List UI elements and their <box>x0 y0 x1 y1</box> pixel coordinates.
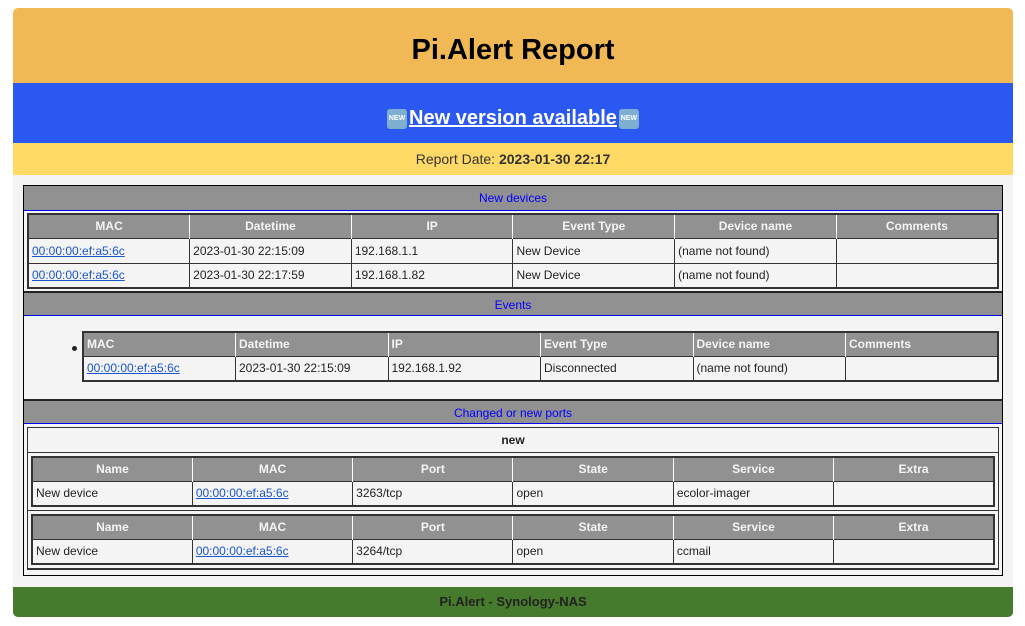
section-ports-title: Changed or new ports <box>24 399 1002 424</box>
table-cell: New Device <box>512 262 676 288</box>
table-cell: ccmail <box>673 538 835 564</box>
report: Pi.Alert Report NEW New version available… <box>13 8 1013 617</box>
page-title: Pi.Alert Report <box>13 8 1013 83</box>
column-header: Datetime <box>189 214 352 238</box>
section-events-title: Events <box>24 291 1002 316</box>
table-cell: ecolor-imager <box>673 480 835 506</box>
table-cell <box>836 237 999 263</box>
table-cell: (name not found) <box>674 262 837 288</box>
mac-cell: 00:00:00:ef:a5:6c <box>192 538 354 564</box>
column-header: Extra <box>833 457 995 481</box>
table-cell: 3263/tcp <box>352 480 514 506</box>
events-table: MAC Datetime IP Event Type Device name Commen… <box>82 331 999 382</box>
mac-link[interactable]: 00:00:00:ef:a5:6c <box>87 361 180 376</box>
table-cell <box>836 262 999 288</box>
table-cell: open <box>512 480 674 506</box>
report-date-value: 2023-01-30 22:17 <box>498 151 611 167</box>
table-cell: New device <box>32 538 193 564</box>
new-devices-table: MAC Datetime IP Event Type Device name Commen… <box>27 213 999 289</box>
column-header: MAC <box>192 457 354 481</box>
table-row: 00:00:00:ef:a5:6c 2023-01-30 22:15:09 192.… <box>83 355 999 381</box>
table-cell: 192.168.1.82 <box>351 262 514 288</box>
new-badge-icon: NEW <box>387 108 408 129</box>
list-bullet <box>72 346 77 351</box>
column-header: Name <box>32 457 193 481</box>
table-header-row: MAC Datetime IP Event Type Device name Commen… <box>28 214 999 238</box>
mac-cell: 00:00:00:ef:a5:6c <box>83 355 236 381</box>
table-row: 00:00:00:ef:a5:6c 2023-01-30 22:15:09 192.… <box>28 237 999 263</box>
column-header: Comments <box>845 332 999 356</box>
column-header: Event Type <box>540 332 694 356</box>
column-header: Comments <box>836 214 999 238</box>
table-cell: Disconnected <box>540 355 694 381</box>
column-header: Service <box>673 457 835 481</box>
column-header: Datetime <box>235 332 389 356</box>
table-cell: open <box>512 538 674 564</box>
column-header: Port <box>352 457 514 481</box>
table-cell: 2023-01-30 22:15:09 <box>189 237 352 263</box>
report-date: Report Date: 2023-01-30 22:17 <box>13 143 1013 175</box>
footer: Pi.Alert - Synology-NAS <box>13 587 1013 617</box>
table-row: 00:00:00:ef:a5:6c 2023-01-30 22:17:59 192.… <box>28 262 999 288</box>
table-cell: (name not found) <box>674 237 837 263</box>
table-header-row: Name MAC Port State Service Extra <box>32 457 995 481</box>
table-header-row: Name MAC Port State Service Extra <box>32 515 995 539</box>
column-header: Event Type <box>512 214 676 238</box>
table-header-row: MAC Datetime IP Event Type Device name Commen… <box>83 332 999 356</box>
column-header: Device name <box>674 214 837 238</box>
column-header: IP <box>388 332 541 356</box>
table-row: New device 00:00:00:ef:a5:6c 3263/tcp open e… <box>32 480 995 506</box>
column-header: Port <box>352 515 514 539</box>
mac-link[interactable]: 00:00:00:ef:a5:6c <box>32 268 125 283</box>
column-header: MAC <box>28 214 191 238</box>
column-header: State <box>512 457 674 481</box>
mac-cell: 00:00:00:ef:a5:6c <box>192 480 354 506</box>
column-header: Name <box>32 515 193 539</box>
table-row: New device 00:00:00:ef:a5:6c 3264/tcp open c… <box>32 538 995 564</box>
table-cell <box>833 480 995 506</box>
new-version-link[interactable]: New version available <box>409 107 617 129</box>
new-badge-icon: NEW <box>618 108 639 129</box>
ports-table: Name MAC Port State Service Extra New device 00… <box>31 514 995 565</box>
ports-table: Name MAC Port State Service Extra New device 00… <box>31 456 995 507</box>
table-cell: New Device <box>512 237 676 263</box>
mac-cell: 00:00:00:ef:a5:6c <box>28 237 191 263</box>
column-header: Extra <box>833 515 995 539</box>
table-cell: 2023-01-30 22:17:59 <box>189 262 352 288</box>
column-header: MAC <box>192 515 354 539</box>
table-cell: New device <box>32 480 193 506</box>
mac-link[interactable]: 00:00:00:ef:a5:6c <box>195 544 289 559</box>
report-date-label: Report Date: <box>415 151 499 167</box>
table-cell: 192.168.1.1 <box>351 237 514 263</box>
mac-link[interactable]: 00:00:00:ef:a5:6c <box>32 243 125 258</box>
table-cell: (name not found) <box>693 355 846 381</box>
report-body: New devices MAC Datetime IP Event Type Devic… <box>23 185 1003 576</box>
mac-link[interactable]: 00:00:00:ef:a5:6c <box>195 486 289 501</box>
ports-group-label: new <box>28 428 998 453</box>
ports-box: new Name MAC Port State Service Extra New devi… <box>27 427 999 570</box>
new-version-banner: NEW New version available NEW <box>13 83 1013 143</box>
section-new-devices-title: New devices <box>24 186 1002 211</box>
table-cell: 2023-01-30 22:15:09 <box>235 355 389 381</box>
table-cell <box>845 355 999 381</box>
column-header: State <box>512 515 674 539</box>
table-cell <box>833 538 995 564</box>
table-cell: 192.168.1.92 <box>388 355 541 381</box>
column-header: MAC <box>83 332 236 356</box>
mac-cell: 00:00:00:ef:a5:6c <box>28 262 191 288</box>
column-header: IP <box>351 214 514 238</box>
table-cell: 3264/tcp <box>352 538 514 564</box>
column-header: Service <box>673 515 835 539</box>
column-header: Device name <box>693 332 846 356</box>
